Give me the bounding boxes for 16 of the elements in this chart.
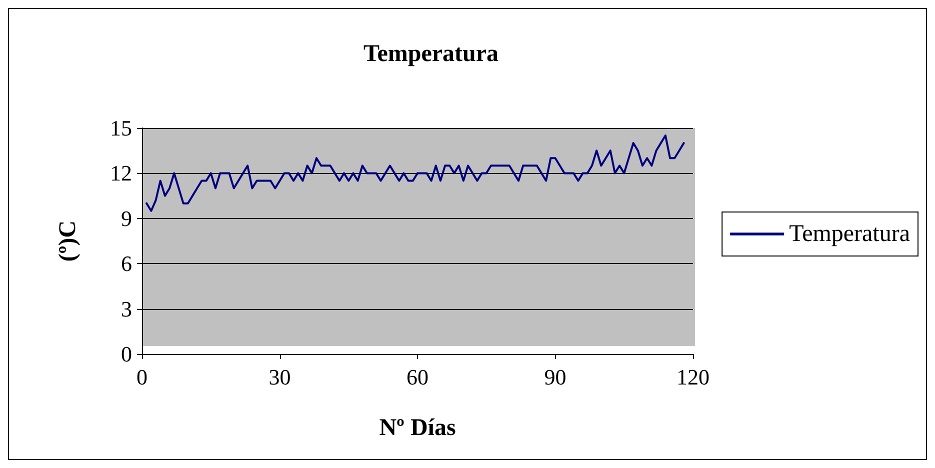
y-tick-label: 9 bbox=[121, 206, 132, 231]
x-tick-label: 60 bbox=[406, 364, 428, 390]
y-tick-label: 15 bbox=[110, 116, 132, 140]
y-tick-label: 3 bbox=[121, 296, 132, 322]
y-axis-title: (º)C bbox=[55, 220, 81, 262]
y-tick-label: 6 bbox=[121, 251, 132, 276]
x-tick-label: 30 bbox=[268, 364, 291, 390]
x-axis-title: Nº Días bbox=[379, 415, 456, 441]
x-tick-label: 120 bbox=[676, 364, 710, 390]
x-tick-label: 0 bbox=[136, 364, 148, 390]
y-tick-label: 0 bbox=[121, 342, 132, 366]
chart-title: Temperatura bbox=[363, 41, 499, 67]
x-tick-label: 90 bbox=[544, 364, 566, 390]
y-tick-label: 12 bbox=[110, 160, 132, 186]
line-series bbox=[146, 134, 685, 212]
legend-label: Temperatura bbox=[789, 221, 910, 247]
